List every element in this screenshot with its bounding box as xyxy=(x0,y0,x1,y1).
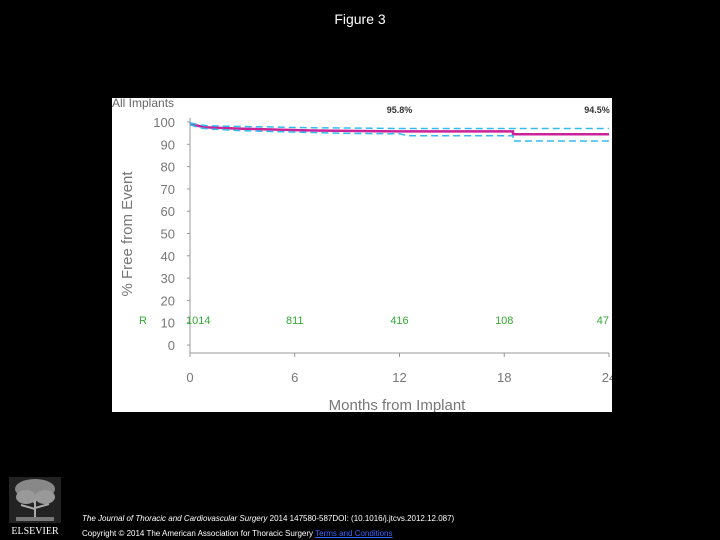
y-tick-label: 20 xyxy=(161,293,175,308)
x-tick-label: 6 xyxy=(291,370,298,385)
at-risk-count: 811 xyxy=(286,315,304,327)
elsevier-logo: ELSEVIER xyxy=(9,477,61,537)
y-tick-label: 80 xyxy=(161,160,175,175)
at-risk-count: 1014 xyxy=(186,315,210,327)
figure-title: Figure 3 xyxy=(334,11,386,27)
y-axis-label: % Free from Event xyxy=(119,171,136,297)
chart-title: All Implants xyxy=(112,98,174,110)
series-line-estimate xyxy=(189,122,609,136)
journal-name: The Journal of Thoracic and Cardiovascul… xyxy=(82,514,268,523)
annotation-label: 94.5% xyxy=(584,105,610,115)
tree-icon xyxy=(15,479,55,521)
x-axis-label: Months from Implant xyxy=(329,397,467,412)
series-line-upper-ci xyxy=(189,122,609,130)
annotation-label: 95.8% xyxy=(387,105,413,115)
citation-line: The Journal of Thoracic and Cardiovascul… xyxy=(82,514,454,523)
at-risk-count: 108 xyxy=(495,315,513,327)
copyright-line: Copyright © 2014 The American Associatio… xyxy=(82,529,393,538)
at-risk-row: 1014 811 416 108 47 xyxy=(186,315,609,327)
y-tick-label: 90 xyxy=(161,137,175,152)
y-tick-label: 40 xyxy=(161,249,175,264)
x-tick-label: 0 xyxy=(186,370,193,385)
y-tick-label: 60 xyxy=(161,204,175,219)
copyright-text: Copyright © 2014 The American Associatio… xyxy=(82,529,316,538)
at-risk-label: R xyxy=(139,315,147,327)
at-risk-count: 416 xyxy=(390,315,408,327)
series-line-lower-ci xyxy=(189,123,609,142)
x-tick-label: 18 xyxy=(497,370,511,385)
y-tick-label: 10 xyxy=(161,316,175,331)
y-tick-label: 0 xyxy=(168,338,175,353)
series-group xyxy=(189,122,609,142)
citation-doi: 2014 147580-587DOI: (10.1016/j.jtcvs.201… xyxy=(267,514,455,523)
annotations: 95.8% 94.5% xyxy=(387,105,610,115)
elsevier-logo-text: ELSEVIER xyxy=(11,526,59,537)
y-tick-label: 50 xyxy=(161,227,175,242)
y-tick-label: 100 xyxy=(153,115,175,130)
at-risk-count: 47 xyxy=(597,315,609,327)
x-tick-label: 24 xyxy=(602,370,612,385)
chart-panel: All Implants % Free from Event Months fr… xyxy=(112,98,612,412)
axes: 0 10 20 30 40 50 60 70 80 90 100 0 6 12 18 24 xyxy=(153,115,612,385)
y-tick-label: 30 xyxy=(161,271,175,286)
x-tick-label: 12 xyxy=(392,370,406,385)
y-tick-label: 70 xyxy=(161,182,175,197)
survival-chart: All Implants % Free from Event Months fr… xyxy=(112,98,612,412)
terms-link[interactable]: Terms and Conditions xyxy=(315,529,393,538)
